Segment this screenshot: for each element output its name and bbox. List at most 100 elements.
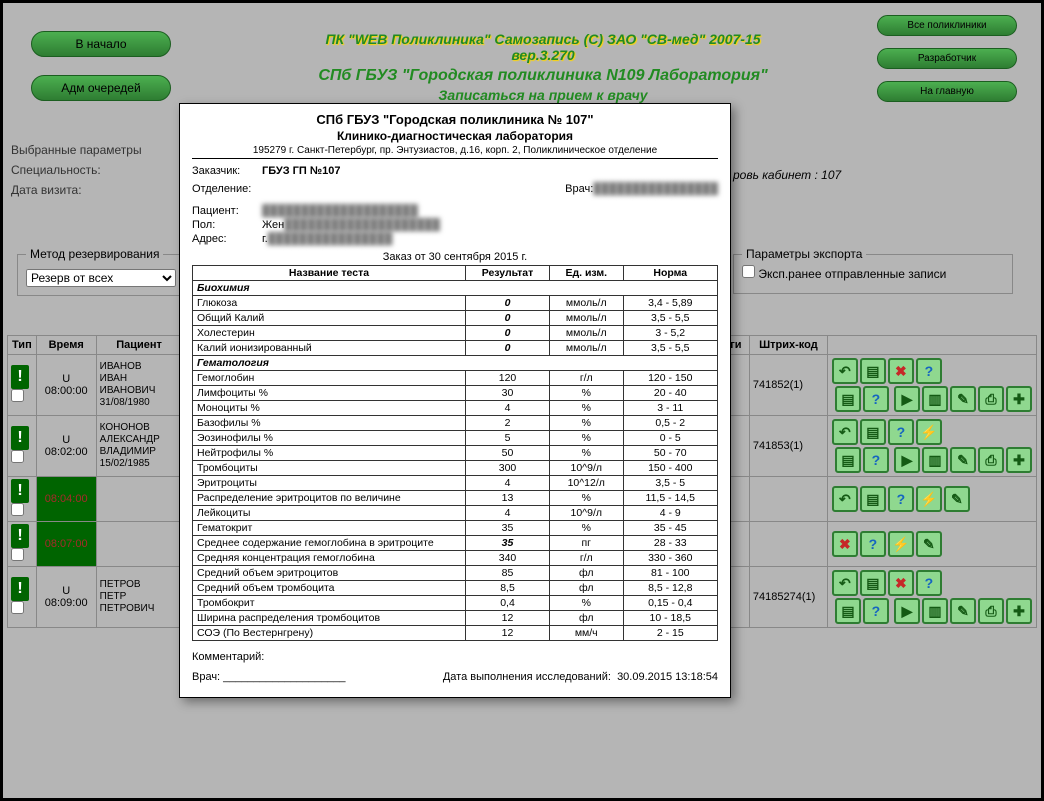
test-norm: 10 - 18,5 (623, 611, 718, 626)
test-norm: 50 - 70 (623, 446, 718, 461)
developer-button[interactable]: Разработчик (877, 48, 1017, 69)
test-name: Распределение эритроцитов по величине (193, 491, 466, 506)
alert-icon: ! (11, 524, 29, 548)
test-name: Средний объем эритроцитов (193, 566, 466, 581)
doc2-icon[interactable]: ▤ (835, 598, 861, 624)
bars-icon[interactable]: ▥ (922, 386, 948, 412)
doc-icon[interactable]: ▤ (860, 358, 886, 384)
test-result: 50 (466, 446, 550, 461)
lab-comment-label: Комментарий: (192, 651, 718, 663)
row-checkbox[interactable] (11, 601, 24, 614)
test-result: 0 (466, 296, 550, 311)
doc-icon[interactable]: ▤ (860, 486, 886, 512)
home-button[interactable]: В начало (31, 31, 171, 57)
bolt-icon[interactable]: ⚡ (916, 486, 942, 512)
edit-icon[interactable]: ✎ (950, 598, 976, 624)
x-icon[interactable]: ✖ (888, 358, 914, 384)
app-header: ПК "WEB Поликлиника" Самозапись (C) ЗАО … (303, 31, 783, 103)
actions-cell: ↶▤✖? ▤? ▶▥✎⎙✚ (827, 567, 1036, 628)
row-checkbox[interactable] (11, 389, 24, 402)
to-main-button[interactable]: На главную (877, 81, 1017, 102)
back-icon[interactable]: ↶ (832, 486, 858, 512)
q-icon[interactable]: ? (916, 358, 942, 384)
q-icon[interactable]: ? (916, 570, 942, 596)
row-checkbox[interactable] (11, 503, 24, 516)
q-icon[interactable]: ? (888, 486, 914, 512)
test-result: 120 (466, 371, 550, 386)
q-icon[interactable]: ? (860, 531, 886, 557)
edit-icon[interactable]: ✎ (950, 386, 976, 412)
print-icon[interactable]: ⎙ (978, 386, 1004, 412)
test-norm: 4 - 9 (623, 506, 718, 521)
edit-icon[interactable]: ✎ (950, 447, 976, 473)
print-icon[interactable]: ⎙ (978, 598, 1004, 624)
lab-section-title: Биохимия (193, 281, 718, 296)
reservation-method-select[interactable]: Резерв от всех (26, 269, 176, 287)
alert-icon: ! (11, 365, 29, 389)
test-norm: 3 - 11 (623, 401, 718, 416)
row-checkbox[interactable] (11, 548, 24, 561)
play-icon[interactable]: ▶ (894, 598, 920, 624)
test-unit: % (550, 491, 624, 506)
lab-patient-label: Пациент: (192, 205, 262, 217)
test-norm: 0,5 - 2 (623, 416, 718, 431)
cabinet-info: ровь кабинет : 107 (733, 168, 841, 182)
plus-icon[interactable]: ✚ (1006, 386, 1032, 412)
test-result: 30 (466, 386, 550, 401)
bars-icon[interactable]: ▥ (922, 598, 948, 624)
q-icon[interactable]: ? (888, 419, 914, 445)
q2-icon[interactable]: ? (863, 598, 889, 624)
bolt-icon[interactable]: ⚡ (888, 531, 914, 557)
adm-queue-button[interactable]: Адм очередей (31, 75, 171, 101)
test-result: 12 (466, 611, 550, 626)
barcode-cell (749, 522, 827, 567)
test-norm: 0 - 5 (623, 431, 718, 446)
test-name: Средняя концентрация гемоглобина (193, 551, 466, 566)
doc2-icon[interactable]: ▤ (835, 386, 861, 412)
back-icon[interactable]: ↶ (832, 570, 858, 596)
lab-result-row: Средний объем тромбоцита8,5фл8,5 - 12,8 (193, 581, 718, 596)
lab-sex: Жен (262, 219, 284, 231)
test-result: 0 (466, 341, 550, 356)
row-checkbox[interactable] (11, 450, 24, 463)
edit-icon[interactable]: ✎ (944, 486, 970, 512)
x-icon[interactable]: ✖ (888, 570, 914, 596)
params-title: Выбранные параметры (11, 143, 142, 157)
lab-result-row: Холестерин0ммоль/л3 - 5,2 (193, 326, 718, 341)
test-unit: % (550, 431, 624, 446)
doc-icon[interactable]: ▤ (860, 570, 886, 596)
play-icon[interactable]: ▶ (894, 447, 920, 473)
test-norm: 3,4 - 5,89 (623, 296, 718, 311)
plus-icon[interactable]: ✚ (1006, 598, 1032, 624)
test-unit: фл (550, 581, 624, 596)
plus-icon[interactable]: ✚ (1006, 447, 1032, 473)
test-name: Среднее содержание гемоглобина в эритроц… (193, 536, 466, 551)
lab-doctor-label: Врач: (565, 183, 593, 195)
test-name: Нейтрофилы % (193, 446, 466, 461)
lab-result-row: Тромбоциты30010^9/л150 - 400 (193, 461, 718, 476)
doc-icon[interactable]: ▤ (860, 419, 886, 445)
all-clinics-button[interactable]: Все поликлиники (877, 15, 1017, 36)
bars-icon[interactable]: ▥ (922, 447, 948, 473)
test-unit: 10^12/л (550, 476, 624, 491)
lab-order-date: Заказ от 30 сентября 2015 г. (192, 251, 718, 263)
edit-icon[interactable]: ✎ (916, 531, 942, 557)
col-actions (827, 336, 1036, 355)
doc2-icon[interactable]: ▤ (835, 447, 861, 473)
play-icon[interactable]: ▶ (894, 386, 920, 412)
test-unit: г/л (550, 551, 624, 566)
patient-cell: ПЕТРОВПЕТРПЕТРОВИЧ (96, 567, 182, 628)
export-checkbox-label[interactable]: Эксп.ранее отправленные записи (742, 267, 946, 281)
export-earlier-checkbox[interactable] (742, 265, 755, 278)
test-result: 35 (466, 536, 550, 551)
x-icon[interactable]: ✖ (832, 531, 858, 557)
bolt-icon[interactable]: ⚡ (916, 419, 942, 445)
q2-icon[interactable]: ? (863, 447, 889, 473)
q2-icon[interactable]: ? (863, 386, 889, 412)
print-icon[interactable]: ⎙ (978, 447, 1004, 473)
test-norm: 3,5 - 5,5 (623, 341, 718, 356)
back-icon[interactable]: ↶ (832, 358, 858, 384)
back-icon[interactable]: ↶ (832, 419, 858, 445)
export-params-box: Параметры экспорта Эксп.ранее отправленн… (733, 247, 1013, 294)
test-unit: % (550, 401, 624, 416)
